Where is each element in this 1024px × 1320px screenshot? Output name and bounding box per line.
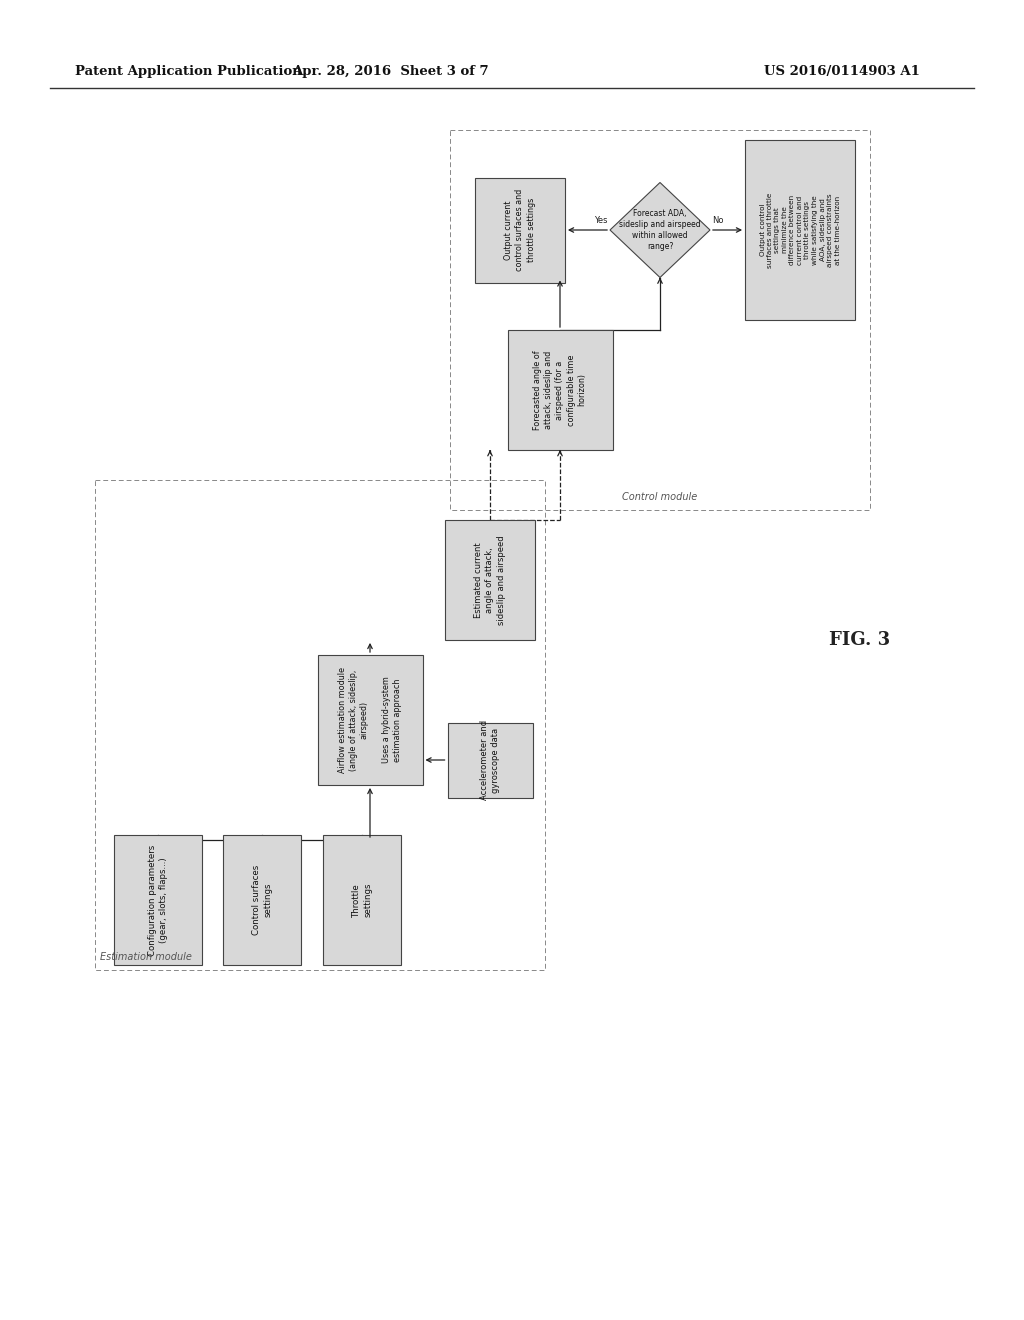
Text: US 2016/0114903 A1: US 2016/0114903 A1 — [764, 66, 920, 78]
Text: Yes: Yes — [595, 216, 608, 224]
Text: Estimated current
angle of attack,
sideslip and airspeed: Estimated current angle of attack, sides… — [474, 535, 506, 624]
Text: Estimation module: Estimation module — [100, 952, 191, 962]
Bar — [223, 836, 301, 965]
Text: Airflow estimation module
(angle of attack, sideslip,
airspeed)

Uses a hybrid-s: Airflow estimation module (angle of atta… — [338, 667, 402, 774]
Bar — [745, 140, 855, 319]
Text: Output current
control surfaces and
throttle settings: Output current control surfaces and thro… — [505, 189, 536, 271]
Text: Control surfaces
settings: Control surfaces settings — [252, 865, 272, 935]
Bar — [114, 836, 202, 965]
Text: Forecasted angle of
attack, sideslip and
airspeed (for a
configurable time
horiz: Forecasted angle of attack, sideslip and… — [534, 350, 587, 430]
Text: FIG. 3: FIG. 3 — [829, 631, 891, 649]
Text: Accelerometer and
gyroscope data: Accelerometer and gyroscope data — [480, 719, 500, 800]
Bar — [447, 722, 532, 797]
Bar — [475, 177, 565, 282]
Text: Output control
surfaces and throttle
settings that
minimize the
difference betwe: Output control surfaces and throttle set… — [760, 193, 841, 268]
Text: Throttle
settings: Throttle settings — [352, 883, 372, 917]
Bar — [323, 836, 401, 965]
Bar — [95, 480, 545, 970]
Bar — [445, 520, 535, 640]
Text: Configuration parameters
(gear, slots, flaps...): Configuration parameters (gear, slots, f… — [147, 845, 168, 956]
Bar — [450, 129, 870, 510]
Bar — [508, 330, 612, 450]
Bar — [317, 655, 423, 785]
Polygon shape — [610, 182, 710, 277]
Text: Apr. 28, 2016  Sheet 3 of 7: Apr. 28, 2016 Sheet 3 of 7 — [292, 66, 488, 78]
Text: Forecast ADA,
sideslip and airspeed
within allowed
range?: Forecast ADA, sideslip and airspeed with… — [620, 209, 700, 251]
Text: Patent Application Publication: Patent Application Publication — [75, 66, 302, 78]
Text: Control module: Control module — [623, 492, 697, 502]
Text: No: No — [712, 216, 724, 224]
